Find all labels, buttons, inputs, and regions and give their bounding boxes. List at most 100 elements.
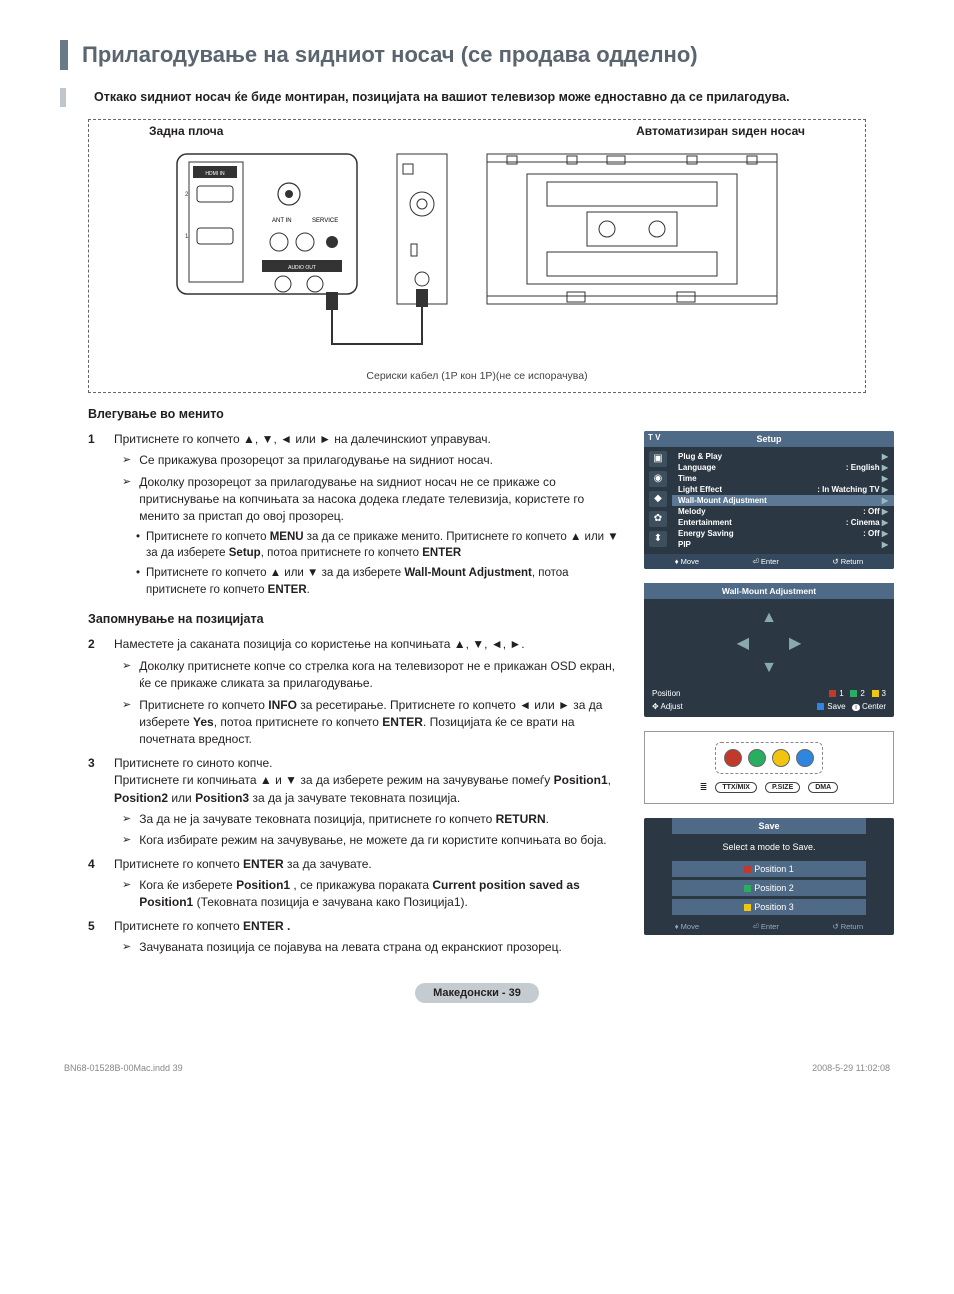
svg-text:SERVICE: SERVICE [312, 218, 338, 224]
osd-column: T V Setup ▣ ◉ ◆ ✿ ⬍ Plug & Play ▶Languag… [644, 431, 894, 963]
section2-title: Запомнување на позицијата [88, 612, 598, 626]
color-buttons-row [715, 742, 823, 774]
svg-text:AUDIO OUT: AUDIO OUT [288, 265, 316, 271]
save-position1: Position 1 [672, 861, 866, 877]
diagram-svg: HDMI IN 2 1 ANT IN SERVICE AUDIO OUT [89, 144, 865, 364]
osd-title: Setup [644, 431, 894, 447]
save-panel: Save Select a mode to Save. Position 1 P… [644, 818, 894, 935]
bullet-icon: • [136, 565, 140, 598]
position-options: 1 2 3 [829, 689, 886, 698]
down-arrow-icon: ▼ [761, 659, 777, 677]
chevron-icon: ➢ [122, 475, 131, 526]
chevron-icon: ➢ [122, 453, 131, 469]
osd-footer: ♦ Move ⏎ Enter ↺ Return [644, 554, 894, 569]
yellow-dot-icon [744, 904, 751, 911]
yellow-dot-icon [872, 690, 879, 697]
step-text: Притиснете го копчето ▲, ▼, ◄ или ► на д… [114, 431, 626, 448]
chevron-icon: ➢ [122, 659, 131, 693]
print-footer: BN68-01528B-00Mac.indd 39 2008-5-29 11:0… [60, 1063, 894, 1073]
instructions-column: 1 Притиснете го копчето ▲, ▼, ◄ или ► на… [88, 431, 626, 963]
serial-cable-icon [326, 289, 428, 344]
diagram-box: Задна плоча Автоматизиран ѕиден носач HD… [88, 119, 866, 393]
step-3: 3 Притиснете го синото копче.Притиснете … [88, 755, 626, 850]
blue-dot-icon [817, 703, 824, 710]
ttx-button: TTX/MIX [715, 782, 757, 793]
step-sub: Притиснете го копчето INFO за ресетирање… [139, 697, 626, 749]
chevron-icon: ➢ [122, 878, 131, 912]
setup-icon: ✿ [649, 511, 667, 527]
footer-timestamp: 2008-5-29 11:02:08 [812, 1063, 890, 1073]
osd-menu-list: Plug & Play ▶Language: English ▶Time ▶Li… [672, 447, 894, 554]
tv-label: T V [648, 433, 660, 442]
svg-text:1: 1 [185, 234, 189, 240]
footer-filename: BN68-01528B-00Mac.indd 39 [64, 1063, 183, 1073]
osd-setup-panel: T V Setup ▣ ◉ ◆ ✿ ⬍ Plug & Play ▶Languag… [644, 431, 894, 569]
osd-menu-item: Light Effect: In Watching TV ▶ [678, 484, 888, 495]
title-accent [60, 40, 68, 70]
return-hint: ↺ Return [832, 922, 863, 931]
bullet-icon: • [136, 529, 140, 562]
step-sub: Кога избирате режим на зачувување, не мо… [139, 832, 606, 849]
step-number: 4 [88, 856, 102, 912]
cable-caption: Сериски кабел (1P кон 1P)(не се испорачу… [89, 370, 865, 382]
osd-menu-item: Language: English ▶ [678, 462, 888, 473]
enter-hint: ⏎ Enter [753, 557, 779, 566]
step-text: Наместете ја саканата позиција со корист… [114, 636, 626, 653]
osd-menu-item: Entertainment: Cinema ▶ [678, 517, 888, 528]
diagram-label-right: Автоматизиран ѕиден носач [636, 124, 805, 138]
chevron-icon: ➢ [122, 940, 131, 956]
save-message: Select a mode to Save. [644, 834, 894, 858]
osd-menu-item: Wall-Mount Adjustment ▶ [672, 495, 894, 506]
red-dot-icon [744, 866, 751, 873]
text-icon: ≣ [700, 782, 708, 793]
page-title: Прилагодување на ѕидниот носач (се прода… [82, 42, 698, 68]
enter-hint: ⏎ Enter [753, 922, 779, 931]
step-5: 5 Притиснете го копчето ENTER . ➢ Зачуван… [88, 918, 626, 957]
wall-mount-icon [487, 154, 777, 304]
chevron-icon: ➢ [122, 698, 131, 749]
sound-icon: ◉ [649, 471, 667, 487]
svg-text:HDMI IN: HDMI IN [205, 171, 225, 177]
step-text: Притиснете го копчето ENTER . [114, 918, 626, 935]
step-2: 2 Наместете ја саканата позиција со кори… [88, 636, 626, 748]
wall-mount-panel: Wall-Mount Adjustment ▲ ◀ ▶ ▼ Position 1… [644, 583, 894, 717]
step-number: 5 [88, 918, 102, 957]
color-button [772, 749, 790, 767]
adjust-label: ✥ Adjust [652, 702, 683, 711]
info-icon: i [852, 704, 860, 711]
step-sub: Зачуваната позиција се појавува на леват… [139, 939, 562, 956]
up-arrow-icon: ▲ [761, 609, 777, 627]
position-label: Position [652, 689, 680, 698]
color-button [796, 749, 814, 767]
input-icon: ⬍ [649, 531, 667, 547]
step-number: 2 [88, 636, 102, 748]
move-hint: ♦ Move [675, 557, 699, 566]
step-number: 1 [88, 431, 102, 599]
remote-snippet: ≣ TTX/MIX P.SIZE DMA [644, 731, 894, 804]
color-button [724, 749, 742, 767]
svg-text:2: 2 [185, 192, 189, 198]
step-bullet: Притиснете го копчето ▲ или ▼ за да избе… [146, 565, 626, 598]
wma-arrows: ▲ ◀ ▶ ▼ [644, 599, 894, 687]
chevron-icon: ➢ [122, 812, 131, 828]
page-badge: Македонски - 39 [415, 983, 539, 1003]
osd-menu-item: PIP ▶ [678, 539, 888, 550]
wma-title: Wall-Mount Adjustment [644, 583, 894, 599]
intro-text: Откако ѕидниот носач ќе биде монтиран, п… [94, 88, 894, 107]
step-1: 1 Притиснете го копчето ▲, ▼, ◄ или ► на… [88, 431, 626, 599]
bracket-icon [397, 154, 447, 304]
step-sub: Доколку притиснете копче со стрелка кога… [139, 658, 626, 693]
osd-menu-item: Energy Saving: Off ▶ [678, 528, 888, 539]
step-text: Притиснете го копчето ENTER за да зачува… [114, 856, 626, 873]
step-text: Притиснете го синото копче.Притиснете ги… [114, 755, 626, 807]
psize-button: P.SIZE [765, 782, 800, 793]
step-4: 4 Притиснете го копчето ENTER за да зачу… [88, 856, 626, 912]
chevron-icon: ➢ [122, 833, 131, 849]
step-number: 3 [88, 755, 102, 850]
save-center: Save i Center [817, 702, 886, 711]
osd-menu-item: Time ▶ [678, 473, 888, 484]
picture-icon: ▣ [649, 451, 667, 467]
manual-page: Прилагодување на ѕидниот носач (се прода… [60, 40, 894, 1240]
save-footer: ♦ Move ⏎ Enter ↺ Return [644, 918, 894, 931]
step-sub: Се прикажува прозорецот за прилагодување… [139, 452, 493, 469]
